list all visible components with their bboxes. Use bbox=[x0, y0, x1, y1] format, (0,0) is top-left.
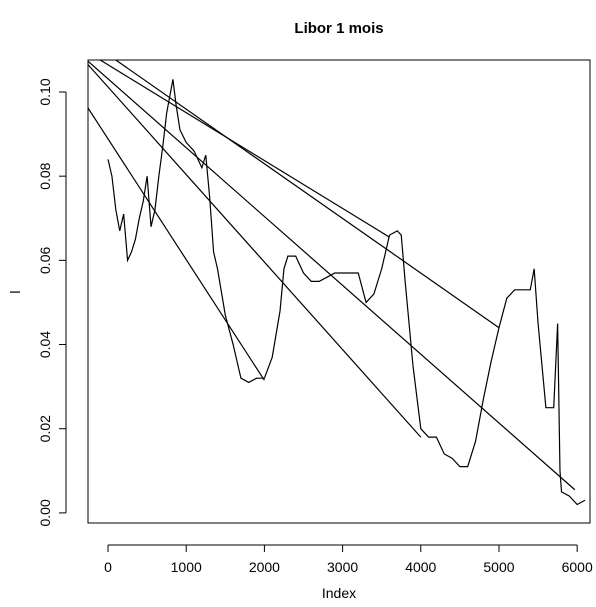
x-tick-label: 3000 bbox=[327, 559, 358, 575]
series-line bbox=[99, 60, 390, 238]
y-axis-label: l bbox=[7, 290, 23, 293]
x-tick-label: 6000 bbox=[562, 559, 593, 575]
x-tick-label: 5000 bbox=[483, 559, 514, 575]
x-axis-label: Index bbox=[322, 585, 356, 601]
chart-title: Libor 1 mois bbox=[294, 20, 383, 37]
x-tick-label: 0 bbox=[104, 559, 112, 575]
series-line bbox=[107, 79, 586, 506]
series-line bbox=[88, 64, 422, 438]
x-tick-label: 1000 bbox=[171, 559, 202, 575]
y-tick-label: 0.00 bbox=[37, 499, 53, 526]
y-tick-label: 0.04 bbox=[37, 331, 53, 358]
x-tick-label: 4000 bbox=[405, 559, 436, 575]
y-tick-label: 0.02 bbox=[37, 415, 53, 442]
y-tick-label: 0.08 bbox=[37, 162, 53, 189]
plot-box bbox=[87, 59, 591, 524]
series-line bbox=[88, 60, 576, 491]
series-line bbox=[88, 107, 265, 381]
y-tick-label: 0.06 bbox=[37, 247, 53, 274]
series-line bbox=[115, 60, 500, 329]
x-tick-label: 2000 bbox=[249, 559, 280, 575]
y-tick-label: 0.10 bbox=[37, 78, 53, 105]
